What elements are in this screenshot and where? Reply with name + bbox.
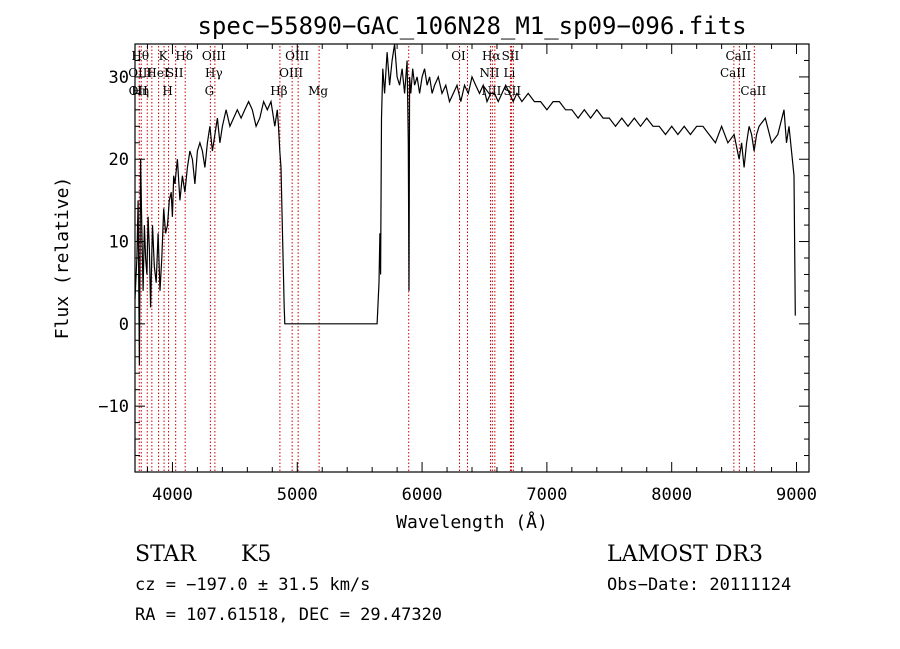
y-tick-label: 10 [109,233,129,253]
y-tick-label: 30 [109,68,129,88]
x-tick-label: 9000 [776,485,817,505]
spectral-line-label: Hβ [270,84,287,98]
spectral-line-label: Hη [131,84,149,98]
x-tick-label: 6000 [402,485,443,505]
spectral-line-label: CaII [720,66,746,80]
x-axis-label: Wavelength (Å) [396,511,548,533]
x-tick-label: 7000 [526,485,567,505]
spectral-line-label: K [159,49,169,63]
x-tick-label: 4000 [152,485,193,505]
spectral-line-label: Mg [308,84,328,98]
object-subclass: K5 [241,542,271,567]
spectral-line-label: Hδ [175,49,193,63]
x-axis-ticks: 4000 5000 6000 7000 8000 9000 [146,44,817,505]
spectral-line-label: OIII [202,49,226,63]
spectral-line-label: SII [166,66,184,80]
spectral-line-label: Hθ [131,49,149,63]
spectral-line-label: Li [504,66,516,80]
spectral-line-label: H [162,84,172,98]
spectral-line-label: OII [129,84,149,98]
spectral-line-label: CaII [725,49,751,63]
coordinates: RA = 107.61518, DEC = 29.47320 [135,605,442,625]
spectral-line-label: Hα [482,49,501,63]
spectral-line-label: SII [502,49,520,63]
chart-title: spec−55890−GAC_106N28_M1_sp09−096.fits [197,12,746,40]
object-class: STAR [135,542,197,567]
spectral-line-label: NII [479,66,499,80]
spectral-line-label: HeI [146,66,169,80]
spectral-line-label: OIII [285,49,309,63]
y-tick-label: −10 [98,397,129,417]
spectral-line-label: CaII [740,84,766,98]
spectral-line-markers [138,46,755,472]
spectral-line-label: OIII [128,66,152,80]
y-axis-label: Flux (relative) [52,177,73,340]
spectral-line-label: NII [481,84,501,98]
spectral-line-label: OI [451,49,466,63]
redshift-velocity: cz = −197.0 ± 31.5 km/s [135,575,370,595]
spectral-line-label: G [205,84,215,98]
x-tick-label: 8000 [651,485,692,505]
y-tick-label: 20 [109,150,129,170]
spectral-line-label: OIII [279,66,303,80]
survey-name: LAMOST DR3 [607,542,763,567]
spectral-line-label: Hγ [205,66,223,80]
spectrum-series-line [134,43,796,366]
x-tick-label: 5000 [277,485,318,505]
plot-frame [134,43,810,473]
y-axis-ticks: −10 0 10 20 30 [98,43,809,457]
observation-date: Obs−Date: 20111124 [607,575,791,595]
y-tick-label: 0 [119,315,129,335]
spectral-line-labels: OII Hθ OIII Hη HeI K H SII Hδ G OIII Hγ Hβ OIII OIII Mg… [128,49,766,98]
